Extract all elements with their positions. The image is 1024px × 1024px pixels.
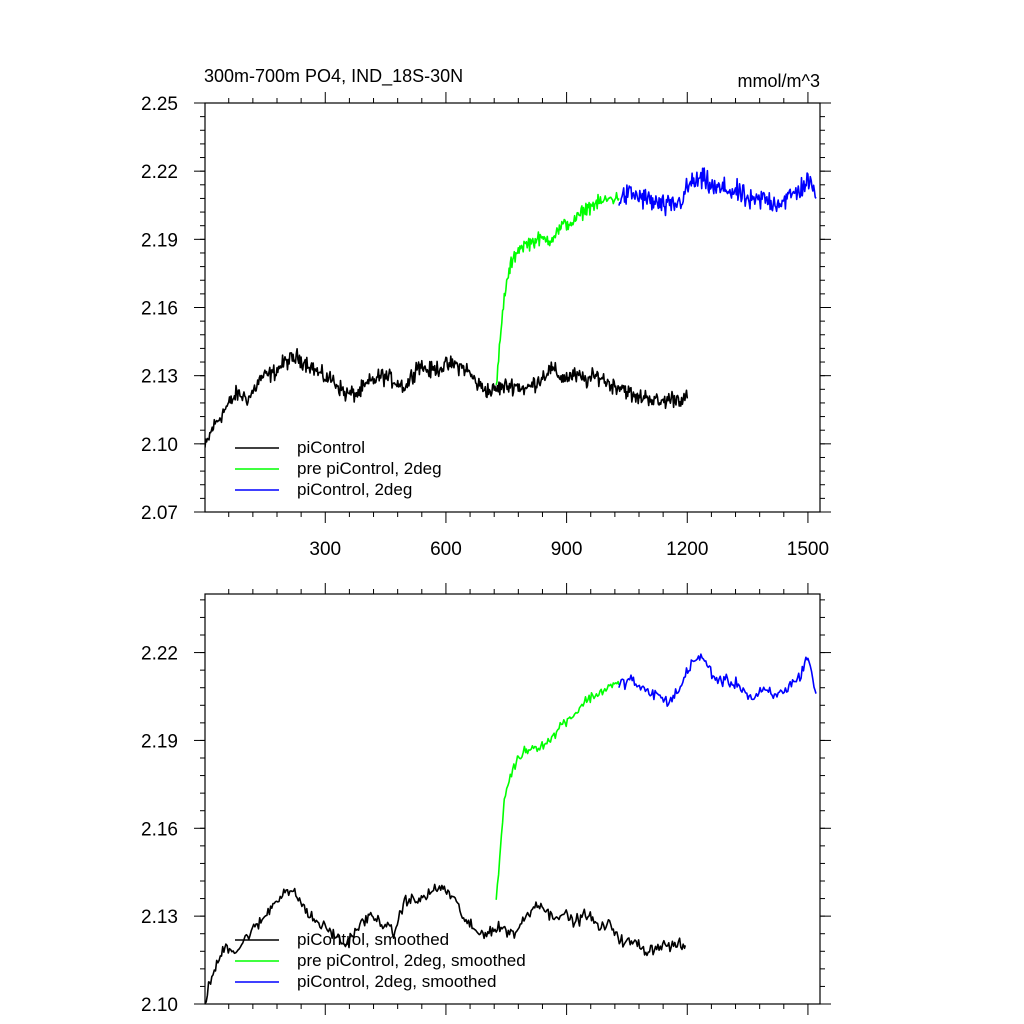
legend-label: pre piControl, 2deg, smoothed — [297, 951, 526, 970]
series-line-0 — [205, 883, 687, 1004]
panel-bottom: 2.10 2.13 2.16 2.19 2.22 piControl, smoothed p… — [141, 583, 831, 1016]
legend-label: pre piControl, 2deg — [297, 459, 442, 478]
legend-label: piControl, 2deg — [297, 480, 412, 499]
y-tick-label: 2.13 — [141, 367, 178, 388]
y-tick-label: 2.25 — [141, 94, 178, 115]
y-tick-label: 2.16 — [141, 299, 178, 320]
units-label: mmol/m^3 — [738, 71, 820, 91]
x-tick-label: 1500 — [787, 539, 829, 560]
y-tick-label: 2.13 — [141, 907, 178, 928]
series-line-1 — [495, 680, 620, 900]
y-tick-label: 2.10 — [141, 995, 178, 1016]
y-tick-label: 2.19 — [141, 731, 178, 752]
series-line-0 — [205, 348, 689, 448]
legend-label: piControl — [297, 438, 365, 457]
y-tick-label: 2.16 — [141, 819, 178, 840]
x-tick-label: 900 — [551, 539, 583, 560]
panel-top: 300 600 900 1200 1500 2.07 2.10 2.13 2.16 2.19 2.2… — [141, 92, 831, 560]
plot-frame — [204, 593, 821, 1005]
chart-title: 300m-700m PO4, IND_18S-30N — [204, 66, 463, 87]
series-line-2 — [618, 653, 817, 707]
legend-label: piControl, 2deg, smoothed — [297, 972, 496, 991]
y-tick-label: 2.19 — [141, 230, 178, 251]
series-group — [205, 167, 817, 448]
series-group — [205, 653, 817, 1004]
y-tick-label: 2.07 — [141, 503, 178, 524]
y-tick-label: 2.22 — [141, 644, 178, 665]
y-tick-label: 2.10 — [141, 435, 178, 456]
series-line-1 — [495, 191, 620, 386]
y-tick-label: 2.22 — [141, 162, 178, 183]
series-line-2 — [618, 167, 817, 217]
legend-label: piControl, smoothed — [297, 930, 449, 949]
x-tick-label: 300 — [309, 539, 341, 560]
x-tick-label: 1200 — [666, 539, 708, 560]
x-tick-label: 600 — [430, 539, 462, 560]
